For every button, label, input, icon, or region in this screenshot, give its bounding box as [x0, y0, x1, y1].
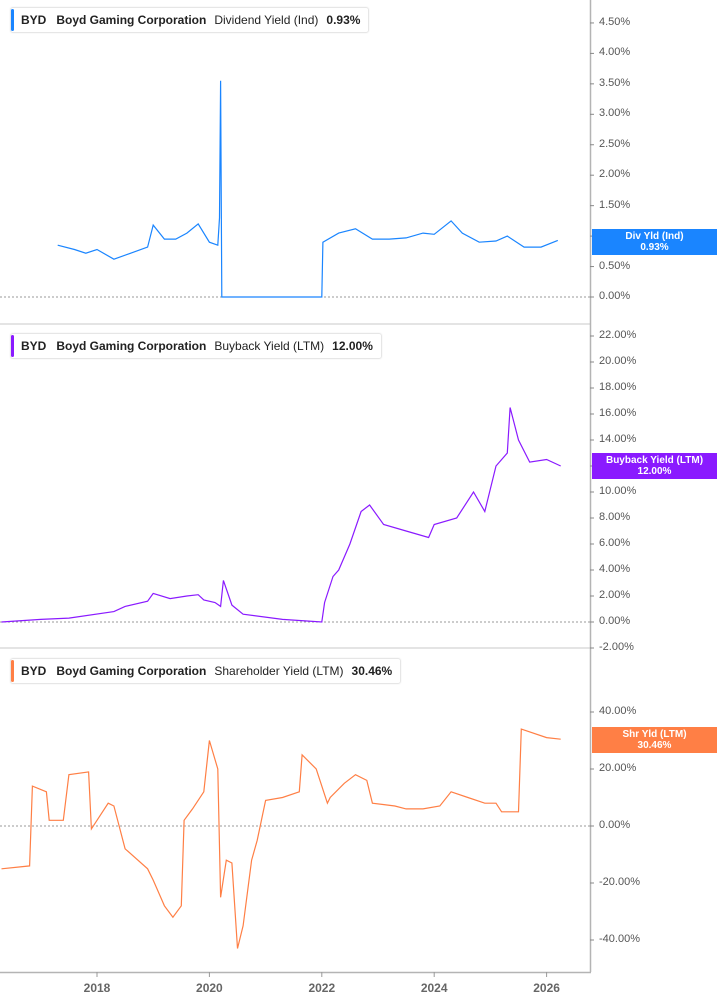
y-tick-label: 40.00% — [599, 705, 637, 717]
legend-company: Boyd Gaming Corporation — [56, 13, 207, 27]
legend-ticker: BYD — [21, 339, 47, 353]
y-tick-label: -2.00% — [599, 641, 634, 653]
shareholder-yield-line — [1, 728, 561, 949]
legend-metric: Shareholder Yield (LTM) — [214, 664, 344, 678]
badge-shareholder-yield: Shr Yld (LTM) 30.46% — [592, 727, 717, 753]
y-tick-label: 2.00% — [599, 168, 631, 181]
buyback-yield-line — [1, 407, 561, 623]
legend-metric: Dividend Yield (Ind) — [214, 13, 319, 27]
badge-value: 30.46% — [637, 740, 672, 751]
x-tick-label: 2026 — [533, 981, 560, 995]
y-tick-label: 4.00% — [599, 46, 631, 59]
y-tick-label: 20.00% — [599, 762, 637, 774]
y-tick-label: 1.50% — [599, 198, 631, 211]
series-color-swatch — [11, 9, 14, 31]
legend-ticker: BYD — [21, 664, 47, 678]
series-color-swatch — [11, 335, 14, 357]
y-tick-label: 4.00% — [599, 563, 631, 575]
y-tick-label: 18.00% — [599, 381, 637, 393]
x-tick-label: 2022 — [308, 981, 336, 995]
y-tick-label: 2.00% — [599, 589, 631, 601]
y-tick-label: 0.50% — [599, 259, 631, 272]
legend-company: Boyd Gaming Corporation — [56, 664, 207, 678]
badge-dividend-yield: Div Yld (Ind) 0.93% — [592, 229, 717, 255]
y-tick-label: 22.00% — [599, 329, 637, 341]
y-tick-label: 10.00% — [599, 485, 637, 497]
y-tick-label: 0.00% — [599, 290, 631, 302]
legend-value: 30.46% — [351, 664, 393, 678]
y-tick-label: 6.00% — [599, 537, 631, 549]
y-tick-label: -40.00% — [599, 933, 640, 945]
y-tick-label: 2.50% — [599, 137, 631, 150]
legend-shareholder-yield[interactable]: BYD Boyd Gaming Corporation Shareholder … — [10, 658, 402, 684]
legend-company: Boyd Gaming Corporation — [56, 339, 207, 353]
legend-metric: Buyback Yield (LTM) — [214, 339, 325, 353]
badge-label: Shr Yld (LTM) — [622, 729, 687, 740]
y-tick-label: 8.00% — [599, 511, 631, 523]
x-tick-label: 2018 — [83, 981, 111, 995]
y-tick-label: 3.00% — [599, 107, 631, 120]
y-tick-label: 3.50% — [599, 76, 631, 89]
dividend-yield-line — [57, 80, 559, 298]
axis-ticks — [96, 22, 594, 977]
y-tick-label: 16.00% — [599, 407, 637, 419]
series-color-swatch — [11, 660, 14, 682]
y-tick-label: 4.50% — [599, 15, 631, 28]
badge-label: Div Yld (Ind) — [625, 231, 684, 242]
badge-value: 0.93% — [640, 242, 669, 253]
y-tick-label: 0.00% — [599, 819, 631, 831]
y-tick-label: -20.00% — [599, 876, 640, 888]
legend-value: 12.00% — [332, 339, 373, 353]
legend-buyback-yield[interactable]: BYD Boyd Gaming Corporation Buyback Yiel… — [10, 333, 382, 359]
y-tick-label: 14.00% — [599, 433, 637, 445]
y-tick-label: 0.00% — [599, 615, 631, 627]
legend-dividend-yield[interactable]: BYD Boyd Gaming Corporation Dividend Yie… — [10, 7, 370, 33]
badge-value: 12.00% — [637, 466, 672, 477]
badge-buyback-yield: Buyback Yield (LTM) 12.00% — [592, 453, 717, 479]
x-tick-label: 2020 — [196, 981, 223, 995]
x-tick-label: 2024 — [420, 981, 448, 995]
y-tick-label: 20.00% — [599, 355, 637, 367]
badge-label: Buyback Yield (LTM) — [605, 455, 704, 466]
legend-value: 0.93% — [326, 13, 361, 27]
legend-ticker: BYD — [21, 13, 47, 27]
